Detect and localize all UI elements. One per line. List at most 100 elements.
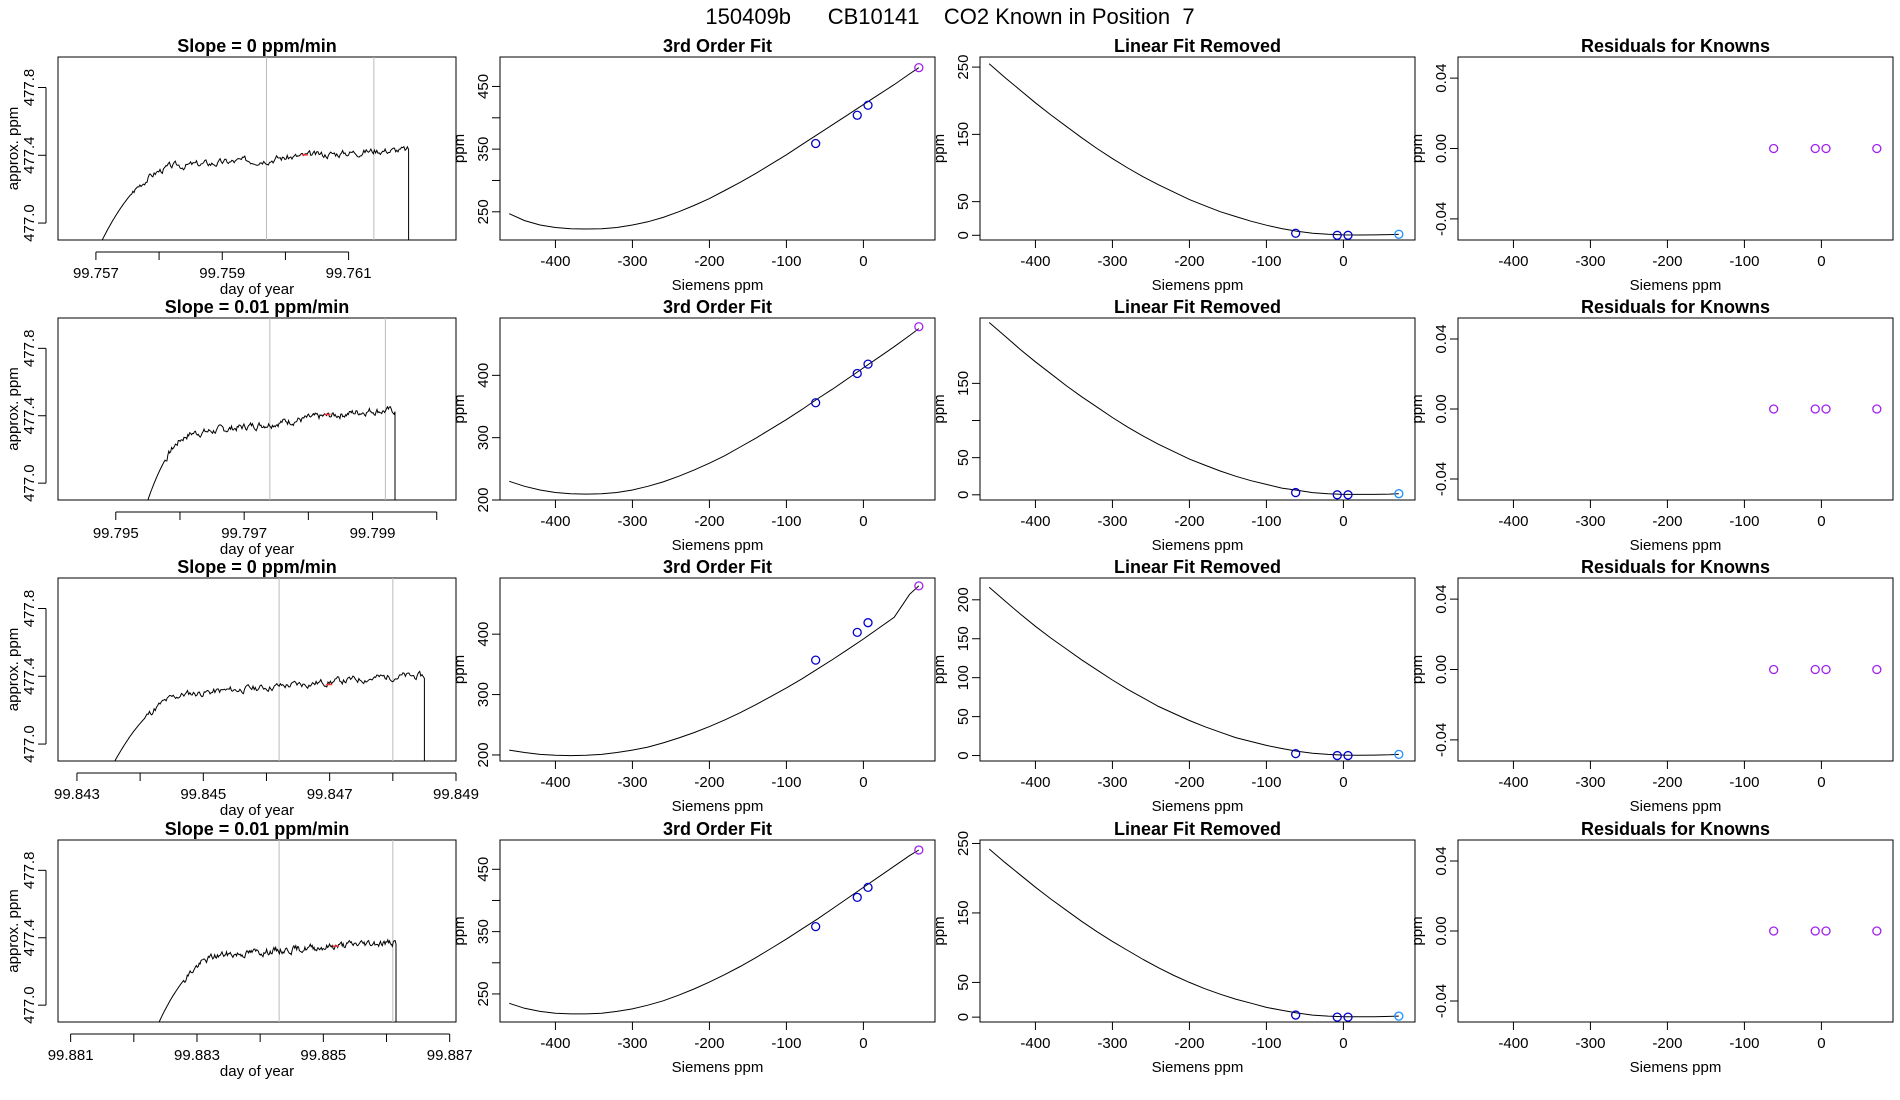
plot-frame xyxy=(1457,839,1894,1023)
x-axis-label: Siemens ppm xyxy=(1152,798,1244,815)
y-tick-label: -0.04 xyxy=(1433,462,1450,496)
y-tick-label: 0.04 xyxy=(1433,585,1450,614)
y-tick-label: 477.0 xyxy=(21,204,38,242)
y-tick-label: 200 xyxy=(955,587,972,612)
data-point xyxy=(1769,404,1779,414)
plot-content xyxy=(988,63,1399,236)
panel-title: Linear Fit Removed xyxy=(1114,557,1281,577)
plot-frame xyxy=(979,317,1416,501)
x-tick-label: 0 xyxy=(1817,1035,1825,1052)
data-point xyxy=(811,398,821,408)
x-tick-label: 0 xyxy=(1817,253,1825,270)
y-axis-label: ppm xyxy=(1409,655,1426,684)
x-tick-label: 99.883 xyxy=(174,1047,220,1064)
plot-content xyxy=(508,67,920,230)
panel-title: 3rd Order Fit xyxy=(663,297,772,317)
plot-content xyxy=(988,586,1399,756)
y-axis-label: ppm xyxy=(931,134,948,163)
data-point xyxy=(1291,487,1301,498)
x-tick-label: -300 xyxy=(1575,1035,1605,1052)
panel-title: Residuals for Knowns xyxy=(1581,36,1770,56)
plot-frame xyxy=(499,317,936,501)
y-tick-label: 0.00 xyxy=(1433,916,1450,945)
data-point xyxy=(1872,143,1882,154)
panel-r4-c1: Slope = 0.01 ppm/min 99.881 99.883 99.885 99… xyxy=(5,819,473,1080)
y-tick-label: 150 xyxy=(955,122,972,147)
x-tick-label: 0 xyxy=(1817,774,1825,791)
plot-content xyxy=(509,849,920,1015)
x-tick-label: -400 xyxy=(1020,513,1050,530)
x-tick-label: -300 xyxy=(1575,513,1605,530)
panel-r4-c3: Linear Fit Removed -400 -300 -200 -100 0 Sieme… xyxy=(931,819,1416,1076)
y-tick-label: 0 xyxy=(955,1013,972,1021)
plot-frame xyxy=(57,577,457,762)
x-axis-label: Siemens ppm xyxy=(1152,277,1244,294)
y-tick-label: -0.04 xyxy=(1433,723,1450,757)
data-point xyxy=(1821,926,1831,936)
y-axis-label: ppm xyxy=(1409,394,1426,423)
x-tick-label: 0 xyxy=(859,253,867,270)
y-tick-label: 0.00 xyxy=(1433,134,1450,163)
x-tick-label: -100 xyxy=(771,774,801,791)
data-point xyxy=(1394,749,1404,760)
y-tick-label: 0.00 xyxy=(1433,394,1450,423)
x-axis-label: Siemens ppm xyxy=(1630,277,1722,294)
data-point xyxy=(1291,1010,1301,1020)
x-tick-label: 99.843 xyxy=(54,786,100,803)
fit-curve xyxy=(988,586,1399,756)
y-tick-label: 250 xyxy=(955,55,972,80)
x-tick-label: -200 xyxy=(1174,1035,1204,1052)
x-tick-label: -400 xyxy=(1020,1035,1050,1052)
y-tick-label: 250 xyxy=(475,199,492,224)
y-tick-label: 477.4 xyxy=(21,919,38,957)
fit-curve xyxy=(988,63,1399,236)
data-point xyxy=(1343,490,1353,500)
panel-title: 3rd Order Fit xyxy=(663,819,772,839)
x-axis-label: Siemens ppm xyxy=(1630,1059,1722,1076)
time-series-line xyxy=(158,938,397,1022)
y-tick-label: 250 xyxy=(475,981,492,1006)
fit-curve xyxy=(988,848,1399,1018)
plot-frame xyxy=(57,839,457,1023)
y-axis-label: approx. ppm xyxy=(5,107,22,190)
fit-curve xyxy=(509,585,920,757)
plot-content xyxy=(114,578,425,761)
data-point xyxy=(914,845,924,855)
data-point xyxy=(1872,926,1882,936)
plot-frame xyxy=(499,839,936,1023)
plot-frame xyxy=(979,56,1416,241)
y-axis-label: approx. ppm xyxy=(5,628,22,711)
x-tick-label: -300 xyxy=(617,1035,647,1052)
plot-frame xyxy=(1457,56,1894,241)
data-point xyxy=(852,627,862,638)
fit-curve xyxy=(988,322,1399,495)
x-tick-label: -400 xyxy=(1498,774,1528,791)
y-tick-label: 350 xyxy=(475,137,492,162)
data-point xyxy=(914,63,924,73)
x-axis-label: day of year xyxy=(220,541,294,558)
panel-title: Linear Fit Removed xyxy=(1114,819,1281,839)
x-tick-label: -400 xyxy=(1498,253,1528,270)
x-tick-label: -400 xyxy=(1498,1035,1528,1052)
fit-curve xyxy=(509,849,920,1015)
x-tick-label: 99.757 xyxy=(73,265,119,282)
data-point xyxy=(1872,404,1882,414)
panel-r2-c3: Linear Fit Removed -400 -300 -200 -100 0 Sieme… xyxy=(931,297,1416,554)
y-tick-label: 0.00 xyxy=(1433,655,1450,684)
plot-content xyxy=(988,848,1399,1018)
data-point xyxy=(863,359,873,369)
x-tick-label: 99.797 xyxy=(221,525,267,542)
x-tick-label: 99.799 xyxy=(350,525,396,542)
x-tick-label: 0 xyxy=(859,513,867,530)
x-tick-label: -200 xyxy=(1652,253,1682,270)
x-tick-label: 99.759 xyxy=(199,265,245,282)
y-tick-label: 100 xyxy=(955,665,972,690)
y-tick-label: 477.4 xyxy=(21,658,38,696)
x-tick-label: -400 xyxy=(1498,513,1528,530)
x-tick-label: -100 xyxy=(1729,1035,1759,1052)
x-axis-label: day of year xyxy=(220,1063,294,1080)
panel-r1-c3: Linear Fit Removed -400 -300 -200 -100 0 Sieme… xyxy=(931,36,1416,294)
data-point xyxy=(1821,664,1831,675)
y-tick-label: 450 xyxy=(475,74,492,99)
y-tick-label: 477.8 xyxy=(21,852,38,890)
